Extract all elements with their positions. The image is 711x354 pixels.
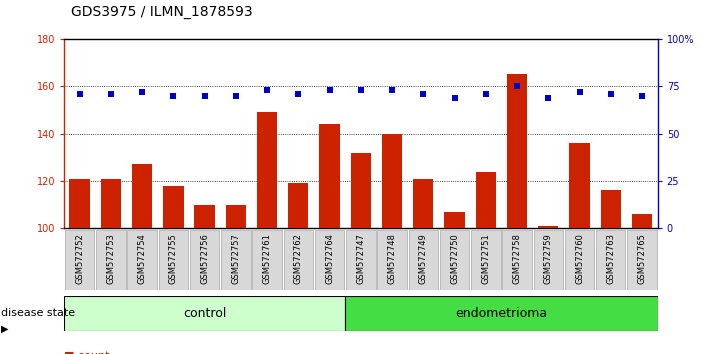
Bar — [601, 190, 621, 228]
Point — [262, 87, 273, 93]
FancyBboxPatch shape — [96, 230, 126, 290]
Text: GSM572757: GSM572757 — [231, 233, 240, 284]
Bar — [164, 186, 183, 228]
Bar — [70, 179, 90, 228]
Text: GSM572753: GSM572753 — [107, 233, 115, 284]
FancyBboxPatch shape — [534, 230, 563, 290]
Text: GSM572747: GSM572747 — [356, 233, 365, 284]
Point — [417, 91, 429, 97]
Text: ▶: ▶ — [1, 324, 9, 334]
Point — [137, 89, 148, 95]
Text: GSM572765: GSM572765 — [638, 233, 646, 284]
FancyBboxPatch shape — [471, 230, 501, 290]
Point — [636, 93, 648, 98]
Point — [230, 93, 242, 98]
Point — [480, 91, 491, 97]
Text: GSM572752: GSM572752 — [75, 233, 84, 284]
Text: GDS3975 / ILMN_1878593: GDS3975 / ILMN_1878593 — [71, 5, 252, 19]
Bar — [444, 212, 465, 228]
Point — [74, 91, 85, 97]
Text: GSM572751: GSM572751 — [481, 233, 491, 284]
Text: ■ count: ■ count — [64, 351, 109, 354]
FancyBboxPatch shape — [565, 230, 594, 290]
Bar — [288, 183, 309, 228]
Point — [293, 91, 304, 97]
Point — [168, 93, 179, 98]
Text: GSM572748: GSM572748 — [387, 233, 397, 284]
Point — [542, 95, 554, 101]
Bar — [476, 171, 496, 228]
Text: GSM572754: GSM572754 — [138, 233, 146, 284]
Point — [324, 87, 336, 93]
Point — [449, 95, 460, 101]
FancyBboxPatch shape — [190, 230, 219, 290]
Bar — [382, 133, 402, 228]
Point — [605, 91, 616, 97]
FancyBboxPatch shape — [346, 230, 375, 290]
Text: GSM572761: GSM572761 — [262, 233, 272, 284]
FancyBboxPatch shape — [65, 230, 95, 290]
Point — [355, 87, 367, 93]
FancyBboxPatch shape — [127, 230, 157, 290]
Bar — [225, 205, 246, 228]
Bar — [194, 205, 215, 228]
Bar — [101, 179, 121, 228]
Text: GSM572750: GSM572750 — [450, 233, 459, 284]
Bar — [538, 226, 558, 228]
FancyBboxPatch shape — [221, 230, 250, 290]
Point — [511, 84, 523, 89]
Point — [199, 93, 210, 98]
Bar — [351, 153, 371, 228]
Text: GSM572763: GSM572763 — [606, 233, 615, 284]
Text: control: control — [183, 307, 226, 320]
Bar — [413, 179, 434, 228]
Text: GSM572762: GSM572762 — [294, 233, 303, 284]
FancyBboxPatch shape — [627, 230, 657, 290]
FancyBboxPatch shape — [346, 296, 658, 331]
Bar — [507, 74, 528, 228]
Bar — [632, 214, 652, 228]
Text: GSM572760: GSM572760 — [575, 233, 584, 284]
Bar — [257, 112, 277, 228]
FancyBboxPatch shape — [596, 230, 626, 290]
Text: disease state: disease state — [1, 308, 75, 318]
Point — [574, 89, 585, 95]
Text: GSM572764: GSM572764 — [325, 233, 334, 284]
Text: GSM572758: GSM572758 — [513, 233, 522, 284]
FancyBboxPatch shape — [315, 230, 344, 290]
FancyBboxPatch shape — [159, 230, 188, 290]
FancyBboxPatch shape — [252, 230, 282, 290]
FancyBboxPatch shape — [64, 296, 346, 331]
Text: endometrioma: endometrioma — [455, 307, 547, 320]
FancyBboxPatch shape — [440, 230, 469, 290]
Point — [105, 91, 117, 97]
Text: GSM572756: GSM572756 — [200, 233, 209, 284]
Text: GSM572755: GSM572755 — [169, 233, 178, 284]
FancyBboxPatch shape — [409, 230, 438, 290]
Text: GSM572749: GSM572749 — [419, 233, 428, 284]
FancyBboxPatch shape — [378, 230, 407, 290]
FancyBboxPatch shape — [284, 230, 313, 290]
FancyBboxPatch shape — [503, 230, 532, 290]
Bar — [570, 143, 589, 228]
Point — [386, 87, 397, 93]
Bar — [132, 164, 152, 228]
Text: GSM572759: GSM572759 — [544, 233, 553, 284]
Bar — [319, 124, 340, 228]
